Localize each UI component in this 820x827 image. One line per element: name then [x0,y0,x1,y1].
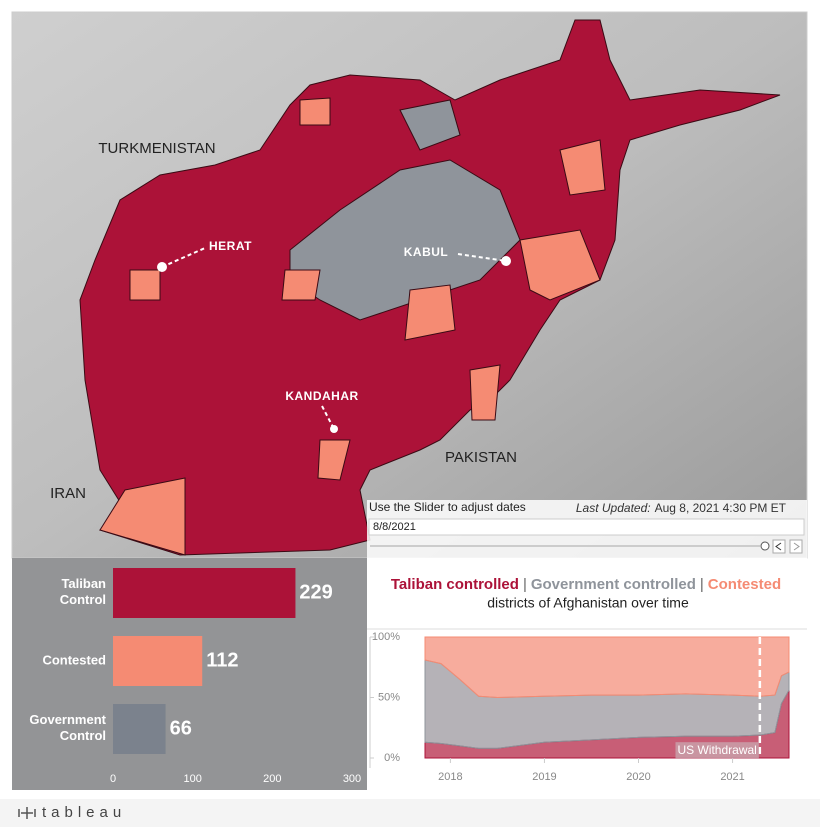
country-label: TURKMENISTAN [98,140,215,157]
city-leader [161,247,206,268]
city-dot [501,256,511,266]
x-tick-label: 2018 [438,771,462,783]
contested-region [317,439,351,481]
city-leader [321,405,335,430]
next-button[interactable] [789,539,803,554]
value-label: 112 [206,649,238,671]
contested-region [559,139,606,196]
government-region [399,99,461,151]
label-line: Taliban [61,576,106,591]
slider-thumb[interactable] [760,541,770,551]
value-label: 66 [170,717,192,739]
value-label: 229 [299,581,332,603]
label-line: Control [60,592,106,607]
x-tick-label: 2021 [720,771,744,783]
x-tick-label: 100 [183,773,201,785]
slider-hint: Use the Slider to adjust dates [369,500,526,514]
x-tick-label: 0 [110,773,116,785]
y-tick-label: 100% [372,631,400,643]
bar [113,636,203,686]
contested-region [281,269,321,301]
label-line: Government [29,712,106,727]
updated-value: Aug 8, 2021 4:30 PM ET [655,501,787,515]
bar [113,704,166,754]
date-field[interactable] [368,518,805,536]
x-tick-label: 2019 [532,771,556,783]
contested-region [129,269,161,301]
contested-region [404,284,456,341]
title-separator: | [700,576,704,593]
title-part: Government controlled [531,576,696,593]
prev-button[interactable] [772,539,786,554]
city-label: KANDAHAR [285,389,358,403]
city-leader [457,253,507,262]
country-label: IRAN [50,485,86,502]
city-label: HERAT [209,239,252,253]
footer [0,799,820,827]
category-label: Taliban Control [60,576,106,607]
contested-region [469,364,501,421]
x-tick-label: 300 [343,773,361,785]
title-separator: | [523,576,527,593]
annotation-bg [675,742,759,759]
contested-region [299,97,331,126]
updated-label: Last Updated: [576,501,651,515]
brand-icon [18,807,36,819]
last-updated: Last Updated: Aug 8, 2021 4:30 PM ET [576,501,787,515]
x-tick-label: 200 [263,773,281,785]
brand: tableau [42,804,126,821]
area-title: Taliban controlled | Government controlled… [391,576,781,593]
category-label: Contested [42,652,106,667]
title-part: Contested [708,576,781,593]
next-icon [793,542,800,551]
x-tick-label: 2020 [626,771,650,783]
city-dot [157,262,167,272]
country-label: PAKISTAN [445,449,517,466]
bar [113,568,296,618]
date-slider: Use the Slider to adjust dates Last Upda… [367,500,807,558]
contested-region [519,229,601,301]
map: TURKMENISTAN IRAN PAKISTAN HERAT KABUL K… [11,11,808,559]
annotation-label: US Withdrawal [677,743,756,757]
y-tick-label: 50% [378,691,400,703]
area [424,636,790,699]
prev-icon [775,542,782,551]
city-dot [330,425,338,433]
title-part: Taliban controlled [391,576,519,593]
y-tick-label: 0% [384,752,400,764]
city-label: KABUL [404,245,449,259]
label-line: Control [60,728,106,743]
category-label: Government Control [29,712,106,743]
date-value: 8/8/2021 [373,521,416,533]
contested-region [99,477,186,556]
area-subtitle: districts of Afghanistan over time [487,595,689,611]
area-chart: 0% 50% 100% 2018 2019 2020 2021 US Withdrawal [369,631,790,783]
